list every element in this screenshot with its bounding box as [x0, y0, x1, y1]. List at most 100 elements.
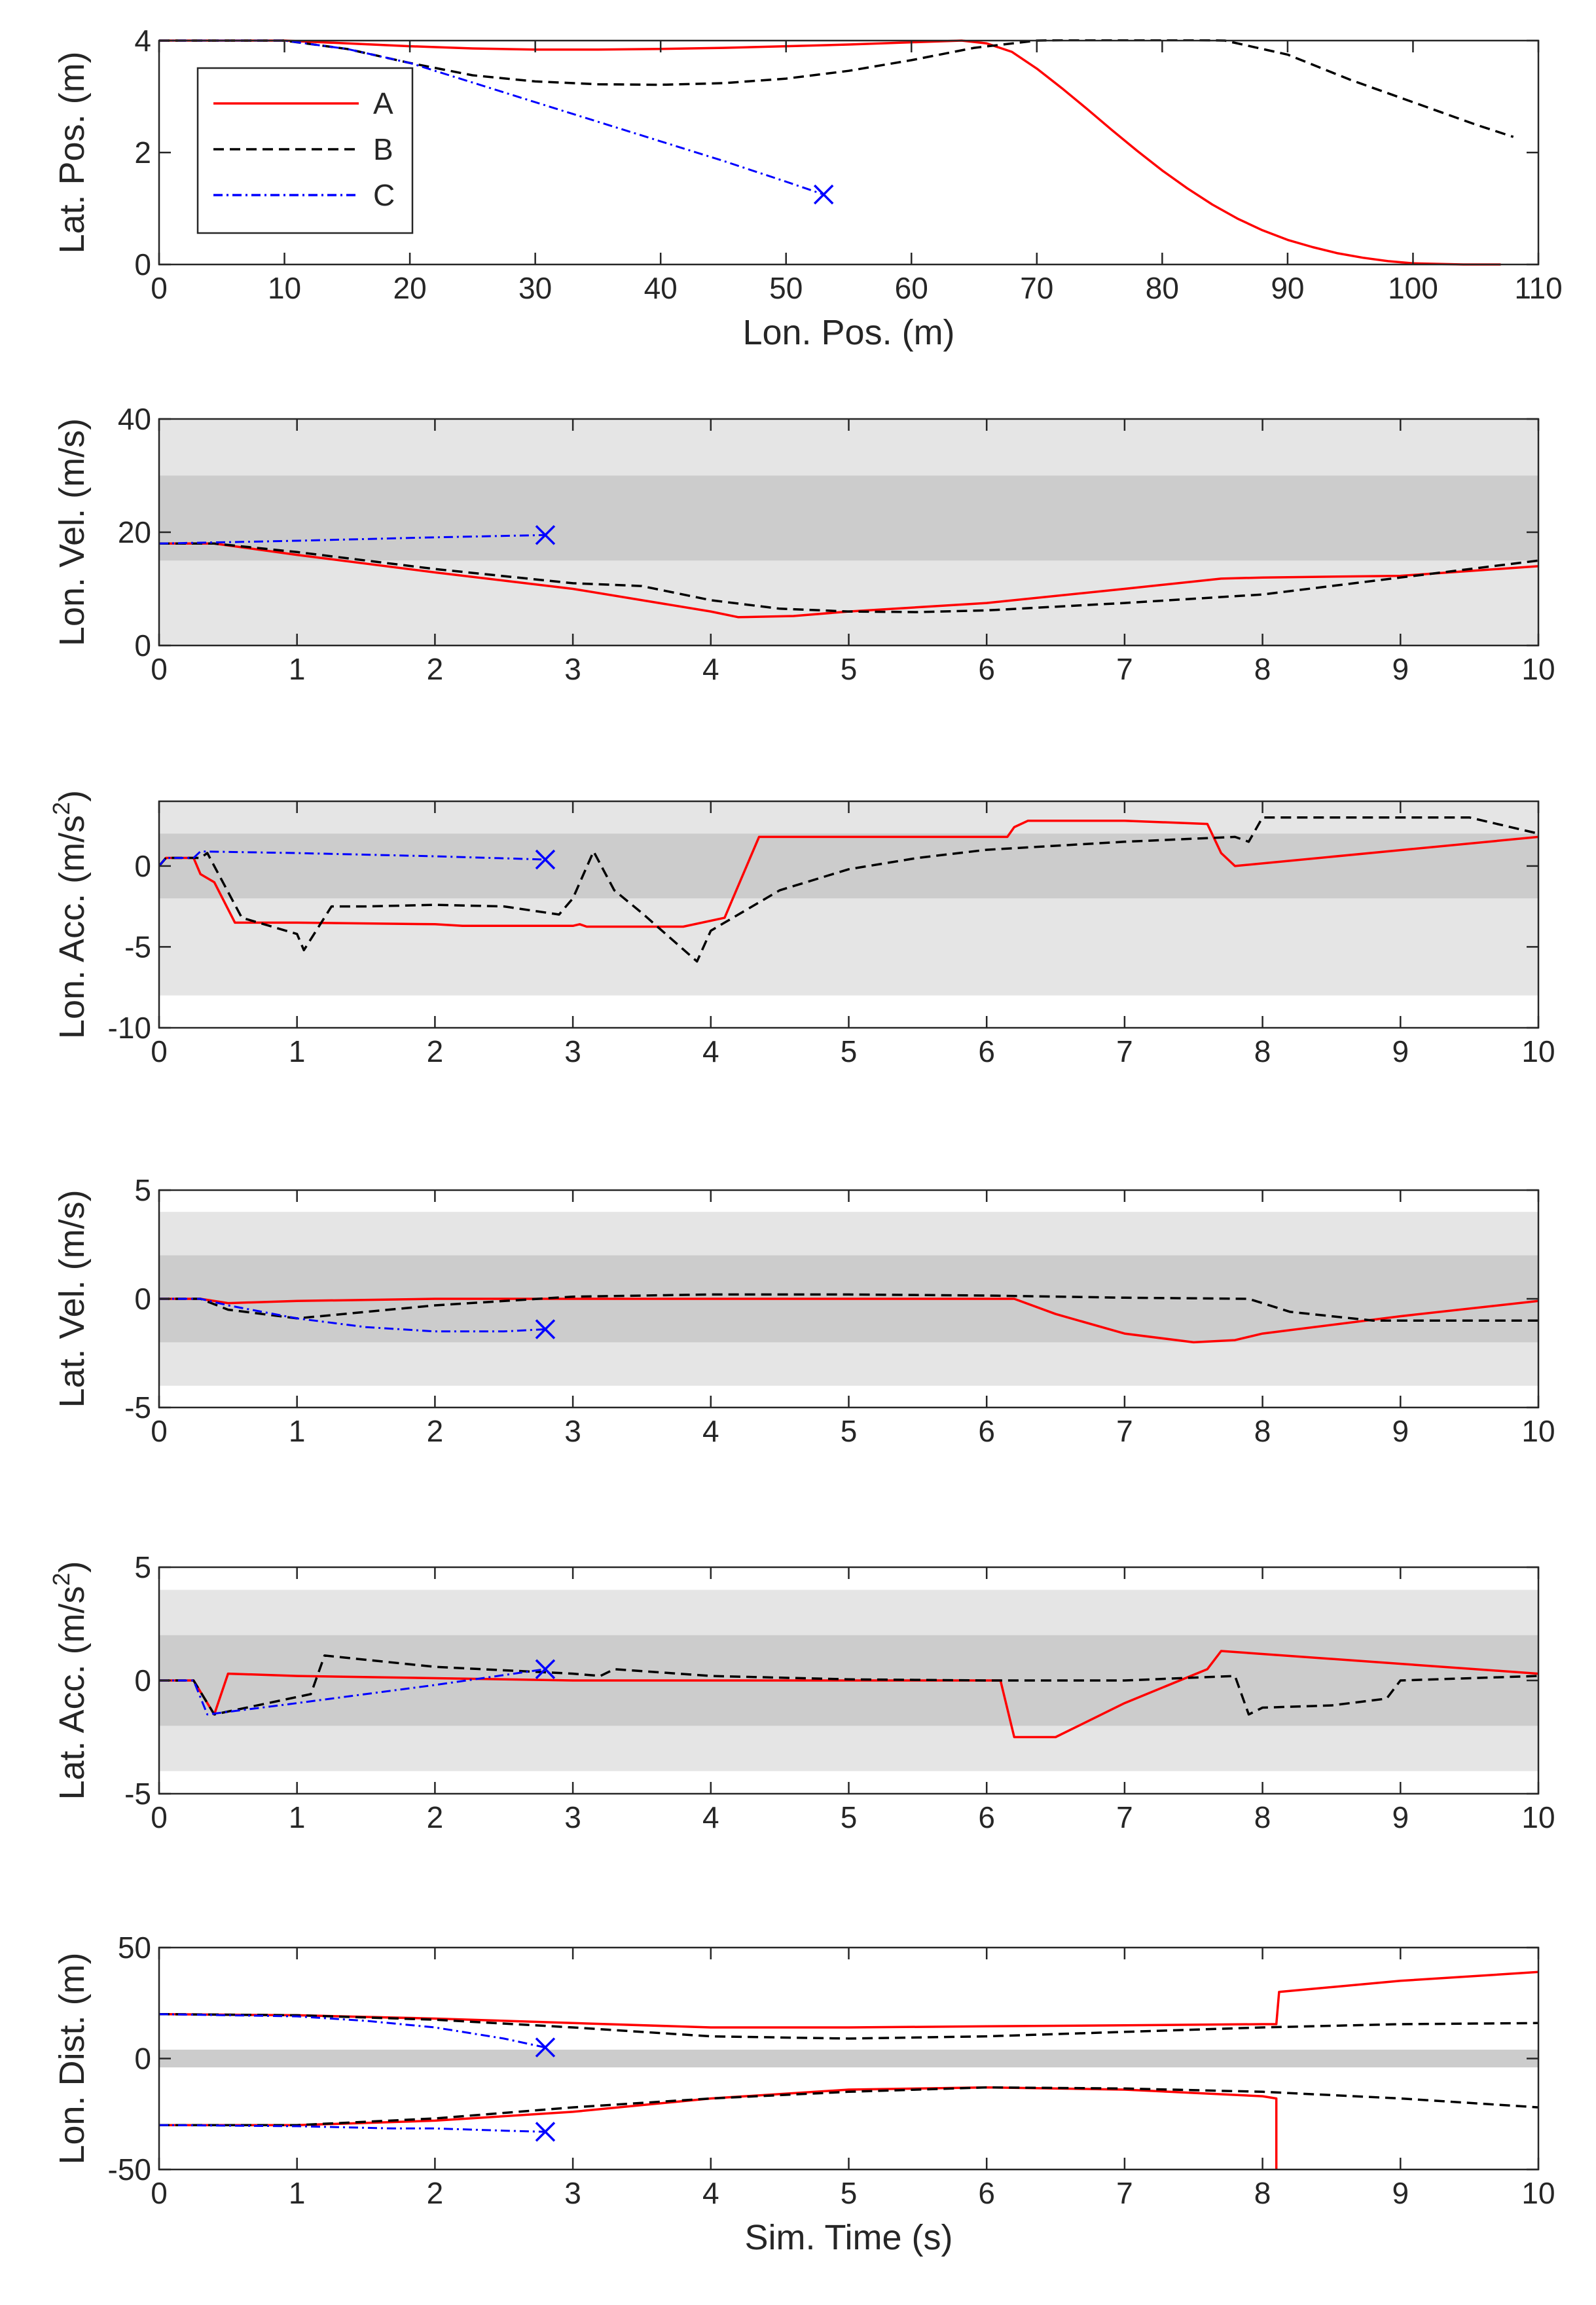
x-tick-label: 6: [978, 1034, 995, 1068]
x-tick-label: 7: [1116, 1800, 1133, 1834]
panel-1: 0 10 20 30 40 50 60 70 80 90 100 110 0 2 4 Lat. Pos. (m…: [52, 24, 1563, 352]
x-tick-label: 7: [1116, 2176, 1133, 2210]
y-tick-label: -5: [124, 930, 151, 964]
band-inner: [159, 475, 1538, 561]
x-tick-label: 20: [393, 271, 427, 305]
x-tick-label: 4: [702, 2176, 719, 2210]
x-tick-label: 3: [564, 1034, 581, 1068]
y-tick-label: -5: [124, 1390, 151, 1425]
series-line-b-rear-: [159, 2086, 1538, 2126]
x-tick-label: 10: [1521, 652, 1555, 686]
y-tick-label: 0: [134, 849, 151, 883]
x-tick-label: 9: [1392, 1034, 1409, 1068]
panel-2: 0 1 2 3 4 5 6 7 8 9 10 0 20 40 Lon. Vel. (m/s): [52, 402, 1555, 686]
x-tick-label: 0: [151, 2176, 168, 2210]
end-marker-x: [535, 2037, 556, 2058]
legend-label-b: B: [373, 132, 393, 166]
series-group: [159, 1970, 1538, 2169]
x-tick-label: 4: [702, 652, 719, 686]
x-tick-label: 1: [289, 2176, 306, 2210]
y-tick-label: -5: [124, 1777, 151, 1811]
x-tick-label: 5: [841, 1034, 858, 1068]
band-inner: [159, 2049, 1538, 2068]
x-tick-label: 3: [564, 1800, 581, 1834]
series-line-b: [159, 1654, 1538, 1716]
x-tick-label: 30: [518, 271, 552, 305]
series-line-a: [159, 1298, 1538, 1344]
legend-label-a: A: [373, 86, 393, 120]
series-line-a-rear-: [159, 2086, 1278, 2169]
x-tick-label: 0: [151, 1414, 168, 1448]
x-tick-label: 5: [841, 1800, 858, 1834]
x-tick-label: 7: [1116, 652, 1133, 686]
x-tick-label: 8: [1254, 2176, 1271, 2210]
y-axis-label: Lat. Pos. (m): [52, 51, 92, 253]
x-tick-label: 0: [151, 1034, 168, 1068]
x-tick-label: 2: [427, 2176, 444, 2210]
x-tick-label: 60: [895, 271, 928, 305]
band-inner: [159, 833, 1538, 899]
y-tick-label: 0: [134, 1663, 151, 1697]
y-tick-label: 0: [134, 1282, 151, 1316]
x-tick-label: 9: [1392, 1800, 1409, 1834]
x-tick-label: 10: [1521, 1414, 1555, 1448]
legend-label-c: C: [373, 178, 395, 212]
x-tick-label: 110: [1514, 271, 1562, 305]
panel-3: 0 1 2 3 4 5 6 7 8 9 10 -10 -5 0 Lon. Acc. (m/s2): [48, 790, 1555, 1068]
x-tick-label: 1: [289, 652, 306, 686]
x-tick-label: 3: [564, 652, 581, 686]
x-tick-label: 10: [1521, 2176, 1555, 2210]
x-tick-label: 5: [841, 652, 858, 686]
x-tick-label: 2: [427, 1414, 444, 1448]
series-line-c: [159, 1298, 546, 1333]
x-tick-label: 1: [289, 1414, 306, 1448]
y-tick-label: 5: [134, 1173, 151, 1207]
series-line-a: [159, 819, 1538, 928]
x-tick-label: 6: [978, 1800, 995, 1834]
y-axis-label: Lon. Acc. (m/s2): [48, 790, 92, 1039]
y-tick-label: 50: [118, 1931, 151, 1965]
y-tick-label: 2: [134, 136, 151, 170]
x-tick-label: 4: [702, 1034, 719, 1068]
x-tick-label: 1: [289, 1034, 306, 1068]
x-tick-label: 7: [1116, 1414, 1133, 1448]
y-tick-label: 40: [118, 402, 151, 436]
x-tick-label: 5: [841, 1414, 858, 1448]
end-marker-x: [535, 1659, 556, 1679]
x-tick-label: 4: [702, 1414, 719, 1448]
series-group: [159, 1293, 1538, 1344]
y-tick-label: -10: [108, 1011, 151, 1045]
x-tick-label: 6: [978, 1414, 995, 1448]
x-tick-label: 8: [1254, 1414, 1271, 1448]
series-line-b: [159, 816, 1538, 963]
x-tick-label: 9: [1392, 2176, 1409, 2210]
x-tick-label: 100: [1388, 271, 1438, 305]
x-tick-label: 0: [151, 271, 168, 305]
series-line-b-lead-: [159, 2012, 1538, 2040]
y-tick-label: 4: [134, 24, 151, 58]
x-tick-label: 9: [1392, 652, 1409, 686]
x-tick-label: 10: [268, 271, 301, 305]
series-line-a-lead-: [159, 1970, 1538, 2029]
x-tick-label: 3: [564, 2176, 581, 2210]
x-tick-label: 10: [1521, 1034, 1555, 1068]
end-marker-x: [535, 1319, 556, 1339]
series-group: [159, 534, 1538, 619]
x-tick-label: 0: [151, 652, 168, 686]
x-tick-label: 3: [564, 1414, 581, 1448]
series-group: [159, 816, 1538, 963]
x-tick-label: 8: [1254, 1800, 1271, 1834]
series-line-a: [159, 1650, 1538, 1739]
legend-box: [196, 67, 414, 234]
y-tick-label: 0: [134, 247, 151, 281]
y-axis-label: Lon. Vel. (m/s): [52, 418, 92, 646]
series-line-c-lead-: [159, 2013, 546, 2049]
x-tick-label: 2: [427, 1034, 444, 1068]
x-tick-label: 1: [289, 1800, 306, 1834]
x-axis-label: Sim. Time (s): [745, 2218, 953, 2257]
series-line-c: [159, 534, 546, 545]
